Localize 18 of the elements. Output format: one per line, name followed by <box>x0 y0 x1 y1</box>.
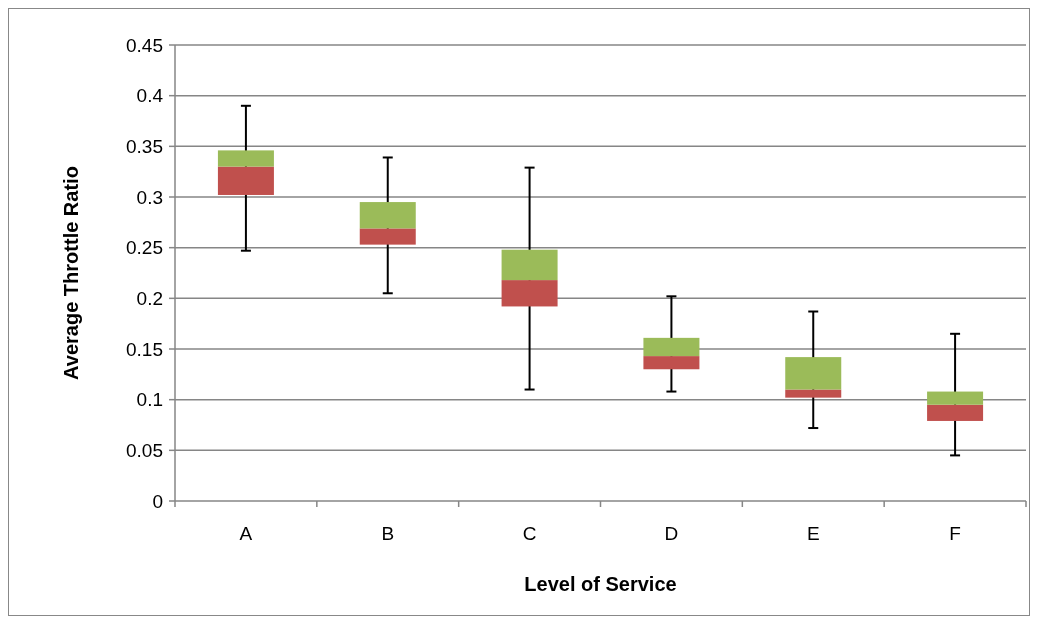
y-axis-title: Average Throttle Ratio <box>60 166 82 380</box>
x-tick-label: C <box>522 523 537 544</box>
y-tick-label: 0.3 <box>136 186 163 208</box>
x-tick-label: A <box>239 523 253 544</box>
y-tick-label: 0.05 <box>126 439 163 461</box>
x-tick-label: E <box>806 523 820 544</box>
x-tick-label: F <box>949 523 961 544</box>
y-tick-label: 0.15 <box>126 338 163 360</box>
y-tick-label: 0.35 <box>126 135 163 157</box>
y-tick-label: 0.4 <box>136 85 164 107</box>
x-tick-label: D <box>664 523 679 544</box>
y-tick-label: 0.2 <box>136 287 163 309</box>
y-tick-label: 0.45 <box>126 34 163 56</box>
y-tick-label: 0 <box>152 490 163 512</box>
x-axis-title: Level of Service <box>524 573 677 595</box>
y-tick-label: 0.1 <box>136 389 163 411</box>
y-tick-label: 0.25 <box>126 237 163 259</box>
x-tick-label: B <box>381 523 395 544</box>
